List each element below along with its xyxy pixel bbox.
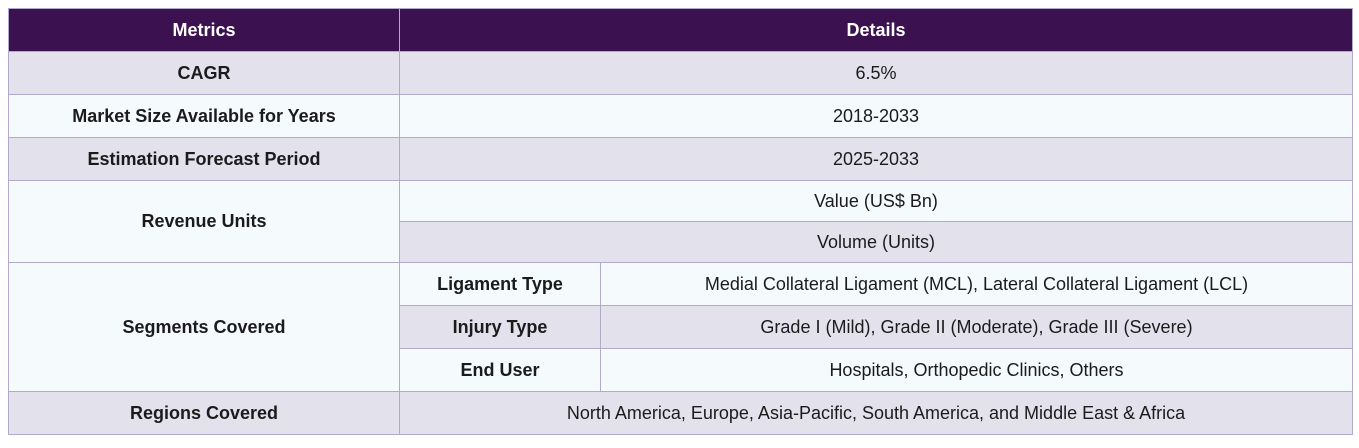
segment-value-end-user: Hospitals, Orthopedic Clinics, Others (600, 348, 1353, 392)
table-row-revenue-units-volume: Volume (Units) (9, 221, 1353, 263)
revenue-units-label: Revenue Units (8, 180, 400, 263)
details-header: Details (399, 8, 1353, 52)
segment-name-ligament-type: Ligament Type (399, 262, 601, 306)
table-row-forecast: Estimation Forecast Period 2025-2033 (8, 137, 1353, 181)
forecast-label: Estimation Forecast Period (8, 137, 400, 181)
market-size-value: 2018-2033 (399, 94, 1353, 138)
forecast-value: 2025-2033 (399, 137, 1353, 181)
revenue-units-volume: Volume (Units) (399, 221, 1353, 263)
table-row-segment-ligament: Segments Covered Ligament Type Medial Co… (8, 262, 1353, 392)
report-metrics-table-container: Metrics Details CAGR 6.5% Market Size Av… (8, 8, 1353, 435)
table-row-cagr: CAGR 6.5% (8, 51, 1353, 95)
table-row-revenue-units: Revenue Units Value (US$ Bn) (8, 180, 1353, 263)
table-header-row: Metrics Details (8, 8, 1353, 52)
report-metrics-table: Metrics Details CAGR 6.5% Market Size Av… (8, 8, 1353, 435)
regions-covered-label: Regions Covered (8, 391, 400, 435)
segment-name-injury-type: Injury Type (399, 305, 601, 349)
table-row-segment-end-user: End User Hospitals, Orthopedic Clinics, … (9, 348, 1353, 392)
cagr-label: CAGR (8, 51, 400, 95)
table-row-segment-injury: Injury Type Grade I (Mild), Grade II (Mo… (9, 305, 1353, 349)
segment-name-end-user: End User (399, 348, 601, 392)
market-size-label: Market Size Available for Years (8, 94, 400, 138)
segment-value-injury-type: Grade I (Mild), Grade II (Moderate), Gra… (600, 305, 1353, 349)
table-row-regions: Regions Covered North America, Europe, A… (8, 391, 1353, 435)
regions-covered-value: North America, Europe, Asia-Pacific, Sou… (399, 391, 1353, 435)
cagr-value: 6.5% (399, 51, 1353, 95)
segments-covered-label: Segments Covered (8, 262, 400, 392)
segment-value-ligament-type: Medial Collateral Ligament (MCL), Latera… (600, 262, 1353, 306)
table-row-market-size: Market Size Available for Years 2018-203… (8, 94, 1353, 138)
metrics-header: Metrics (8, 8, 400, 52)
revenue-units-value: Value (US$ Bn) (399, 180, 1353, 222)
